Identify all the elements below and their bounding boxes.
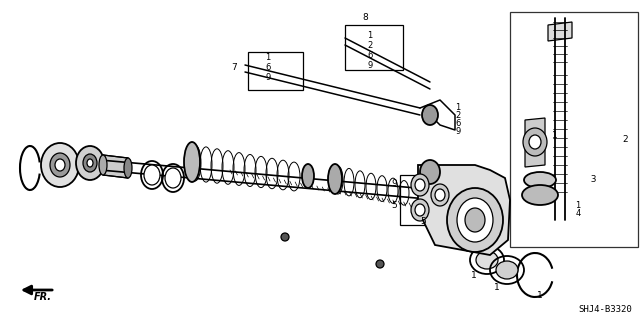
Polygon shape [525,118,545,167]
Ellipse shape [420,160,440,184]
Ellipse shape [76,146,104,180]
Text: 2: 2 [622,136,628,145]
Polygon shape [418,165,510,255]
Text: 2: 2 [456,112,461,121]
Text: 9: 9 [367,61,372,70]
Ellipse shape [529,135,541,149]
Ellipse shape [55,159,65,171]
Text: 5: 5 [420,218,426,226]
Circle shape [281,233,289,241]
Bar [510,12,638,247]
Ellipse shape [184,142,200,182]
Ellipse shape [431,184,449,206]
Ellipse shape [457,198,493,242]
Ellipse shape [87,159,93,167]
Ellipse shape [41,143,79,187]
Circle shape [376,260,384,268]
Text: 1: 1 [552,130,558,139]
Text: 7: 7 [231,63,237,72]
Text: 1: 1 [471,271,477,279]
Text: 3: 3 [585,175,596,184]
Ellipse shape [50,153,70,177]
Ellipse shape [524,172,556,188]
Text: 1: 1 [456,103,461,113]
Text: 1: 1 [575,201,580,210]
Ellipse shape [328,164,342,194]
Bar [400,175,455,225]
Ellipse shape [465,208,485,232]
Ellipse shape [165,168,181,188]
Text: 1: 1 [266,54,271,63]
Text: 8: 8 [362,13,368,23]
Text: 1: 1 [494,284,500,293]
Polygon shape [548,22,572,41]
Ellipse shape [415,204,425,216]
Text: 1: 1 [537,291,543,300]
Text: 6: 6 [367,50,372,60]
Text: 6: 6 [455,120,461,129]
Ellipse shape [411,199,429,221]
Ellipse shape [522,185,558,205]
Ellipse shape [435,189,445,201]
Text: 5: 5 [391,201,397,210]
Ellipse shape [124,158,132,178]
Bar [248,52,303,90]
Ellipse shape [447,188,503,252]
Text: 2: 2 [367,41,372,49]
Polygon shape [103,155,128,178]
Ellipse shape [523,128,547,156]
Ellipse shape [422,105,438,125]
Ellipse shape [144,165,160,185]
Ellipse shape [83,154,97,172]
Text: 4: 4 [575,209,580,218]
Text: FR.: FR. [34,292,52,302]
Ellipse shape [411,174,429,196]
Text: 6: 6 [266,63,271,72]
Ellipse shape [415,179,425,191]
Text: SHJ4-B3320: SHJ4-B3320 [579,306,632,315]
Text: 9: 9 [391,179,397,188]
Ellipse shape [99,155,107,175]
Text: 9: 9 [456,128,461,137]
Ellipse shape [496,261,518,279]
Text: 1: 1 [367,31,372,40]
Ellipse shape [476,251,498,269]
Bar [345,25,403,70]
Text: 9: 9 [266,73,271,83]
Ellipse shape [302,164,314,188]
